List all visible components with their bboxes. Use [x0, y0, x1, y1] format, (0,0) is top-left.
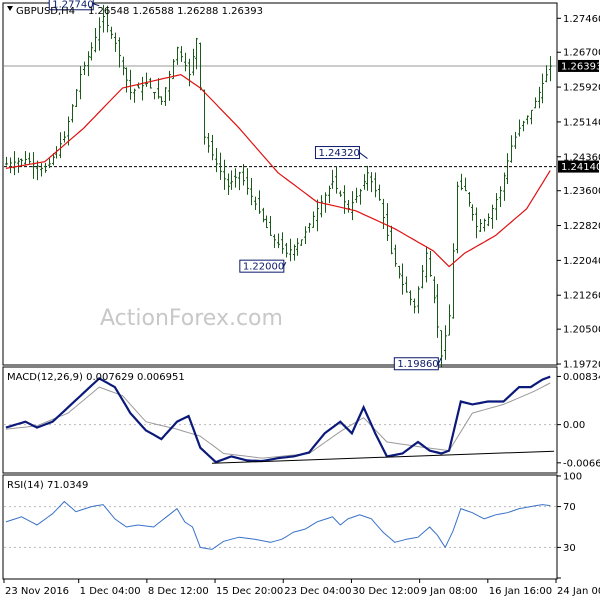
time-tick-label: 30 Dec 12:00: [352, 586, 419, 597]
rsi-panel-frame: [2, 474, 558, 580]
price-callout: 1.27740: [52, 0, 93, 10]
time-tick-label: 8 Dec 12:00: [148, 586, 209, 597]
price-callout: 1.19860: [397, 359, 438, 370]
collapse-triangle-icon: [7, 6, 13, 11]
macd-panel-frame: [2, 366, 558, 474]
macd-header: MACD(12,26,9) 0.007629 0.006951: [7, 372, 185, 383]
macd-trendline: [211, 450, 555, 464]
price-tick-label: 1.22040: [563, 256, 600, 267]
marked-level-label: 1.24140: [561, 162, 600, 173]
time-tick-label: 24 Jan 00:00: [557, 586, 600, 597]
callout-leader: [93, 3, 100, 7]
marked-level-label-box: [558, 160, 599, 173]
rsi-header: RSI(14) 71.0349: [7, 480, 88, 491]
callout-leader: [359, 152, 368, 159]
rsi-line: [5, 500, 551, 550]
time-axis: 23 Nov 2016 1 Dec 04:00 8 Dec 12:00 15 Dec …: [3, 579, 600, 597]
price-callout: 1.22000: [243, 262, 284, 273]
time-tick-label: 9 Jan 08:00: [421, 586, 478, 597]
symbol-label: GBPUSD,H4: [16, 6, 75, 17]
price-tick-label: 1.25920: [563, 83, 600, 94]
moving-average-line: [5, 73, 551, 268]
price-panel: 1.27460 1.26700 1.25920 1.25140 1.24360 1.236…: [4, 0, 600, 371]
ohlc-values: 1.26548 1.26588 1.26288 1.26393: [88, 6, 263, 17]
price-callout-box: [314, 146, 360, 160]
rsi-tick-label: 30: [563, 543, 576, 554]
macd-tick-label: 0.00: [563, 420, 585, 431]
time-tick-label: 16 Jan 16:00: [489, 586, 552, 597]
price-tick-label: 1.19720: [563, 360, 600, 371]
watermark-text: ActionForex.com: [100, 306, 283, 331]
price-tick-label: 1.26700: [563, 48, 600, 59]
macd-signal-line: [5, 382, 551, 459]
price-header: GBPUSD,H4 1.26548 1.26588 1.26288 1.2639…: [7, 6, 263, 17]
time-tick-label: 23 Dec 04:00: [284, 586, 351, 597]
rsi-panel: 100 70 30: [4, 472, 582, 579]
price-callout: 1.24320: [318, 148, 359, 159]
price-tick-label: 1.23600: [563, 186, 600, 197]
price-tick-label: 1.25140: [563, 117, 600, 128]
macd-tick-label: 0.008341: [563, 372, 600, 383]
rsi-tick-label: 100: [563, 472, 582, 483]
time-tick-label: 1 Dec 04:00: [80, 586, 141, 597]
price-tick-label: 1.21260: [563, 291, 600, 302]
price-callout-box: [239, 259, 285, 273]
price-tick-label: 1.27460: [563, 14, 600, 25]
price-callout-box: [48, 0, 94, 11]
price-tick-label: 1.22820: [563, 221, 600, 232]
price-panel-frame: [2, 2, 558, 366]
price-tick-label: 1.24360: [563, 152, 600, 163]
macd-line: [5, 375, 551, 464]
price-callout-box: [393, 357, 439, 371]
rsi-tick-label: 70: [563, 502, 576, 513]
last-price-label-box: [558, 59, 599, 72]
last-price-label: 1.26393: [561, 61, 600, 72]
price-tick-label: 1.20500: [563, 325, 600, 336]
time-tick-label: 15 Dec 20:00: [216, 586, 283, 597]
time-tick-label: 23 Nov 2016: [5, 586, 69, 597]
